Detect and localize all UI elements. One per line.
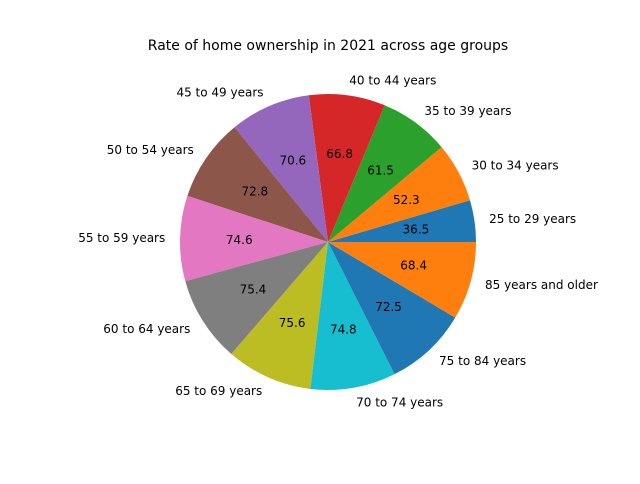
pie-slice-60-to-64-years <box>185 242 328 355</box>
value-label-35-to-39-years: 61.5 <box>367 163 394 177</box>
slice-label-25-to-29-years: 25 to 29 years <box>489 212 576 226</box>
slice-label-45-to-49-years: 45 to 49 years <box>176 86 263 100</box>
value-label-55-to-59-years: 74.6 <box>226 233 253 247</box>
pie-slices <box>180 94 476 390</box>
value-label-40-to-44-years: 66.8 <box>326 147 353 161</box>
slice-label-85-years-and-older: 85 years and older <box>485 278 598 292</box>
value-label-70-to-74-years: 74.8 <box>330 322 357 336</box>
value-label-85-years-and-older: 68.4 <box>400 259 427 273</box>
slice-label-75-to-84-years: 75 to 84 years <box>439 354 526 368</box>
value-label-30-to-34-years: 52.3 <box>393 193 420 207</box>
value-labels: 36.5 52.3 61.5 66.8 70.6 72.8 74.6 75.4 75.6 74.8… <box>226 147 429 337</box>
slice-label-65-to-69-years: 65 to 69 years <box>175 384 262 398</box>
slice-label-40-to-44-years: 40 to 44 years <box>349 74 436 88</box>
value-label-75-to-84-years: 72.5 <box>375 300 402 314</box>
value-label-60-to-64-years: 75.4 <box>240 282 267 296</box>
slice-label-50-to-54-years: 50 to 54 years <box>107 143 194 157</box>
pie-slice-65-to-69-years <box>231 242 328 389</box>
slice-label-30-to-34-years: 30 to 34 years <box>472 158 559 172</box>
pie-slice-45-to-49-years <box>234 95 328 242</box>
pie-slice-50-to-54-years <box>187 127 328 242</box>
pie-slice-70-to-74-years <box>310 242 395 390</box>
pie-slice-25-to-29-years <box>328 200 476 242</box>
pie-slice-85-years-and-older <box>328 242 476 318</box>
slice-label-55-to-59-years: 55 to 59 years <box>78 231 165 245</box>
value-label-50-to-54-years: 72.8 <box>241 185 268 199</box>
category-labels: 25 to 29 years 30 to 34 years 35 to 39 yea… <box>78 74 598 410</box>
slice-label-60-to-64-years: 60 to 64 years <box>103 322 190 336</box>
pie-slice-40-to-44-years <box>308 94 385 242</box>
value-label-25-to-29-years: 36.5 <box>403 222 430 236</box>
pie-slice-35-to-39-years <box>328 105 442 242</box>
pie-slice-75-to-84-years <box>328 242 456 375</box>
pie-slice-55-to-59-years <box>180 195 328 282</box>
slice-label-70-to-74-years: 70 to 74 years <box>356 395 443 409</box>
value-label-65-to-69-years: 75.6 <box>279 316 306 330</box>
chart-title: Rate of home ownership in 2021 across ag… <box>148 38 508 54</box>
pie-slice-30-to-34-years <box>328 147 470 242</box>
slice-label-35-to-39-years: 35 to 39 years <box>424 104 511 118</box>
value-label-45-to-49-years: 70.6 <box>279 153 306 167</box>
